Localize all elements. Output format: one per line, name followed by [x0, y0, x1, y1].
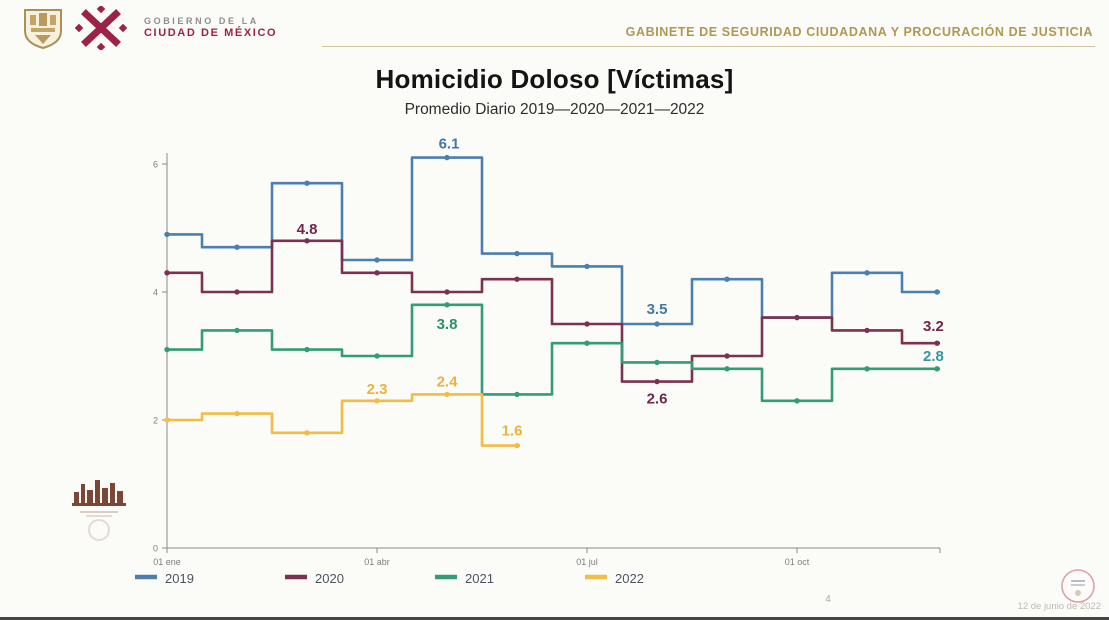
series-line-2019 — [167, 156, 940, 326]
data-point — [304, 430, 310, 436]
x-tick-label: 01 abr — [364, 557, 390, 567]
series-line-2020 — [167, 239, 940, 383]
series-2021 — [164, 302, 940, 404]
city-skyline-watermark-icon — [72, 480, 126, 541]
brand-line1: GOBIERNO DE LA — [144, 15, 259, 26]
data-point — [934, 340, 940, 346]
data-point — [514, 391, 520, 398]
data-point — [164, 270, 170, 276]
legend-label: 2022 — [615, 571, 644, 586]
data-point — [584, 340, 590, 346]
chart-subtitle: Promedio Diario 2019—2020—2021—2022 — [404, 101, 705, 118]
value-label-2022: 2.3 — [367, 381, 388, 398]
legend-label: 2021 — [465, 571, 494, 586]
footer-date: 12 de junio de 2022 — [1017, 601, 1101, 612]
value-label-2019: 6.1 — [439, 136, 460, 153]
legend-item-2022: 2022 — [585, 571, 644, 586]
data-point — [234, 410, 240, 417]
value-label-2020: 4.8 — [297, 221, 318, 238]
value-label-2020: 3.2 — [923, 318, 944, 335]
data-point — [794, 398, 800, 404]
data-point — [794, 314, 800, 321]
legend-label: 2020 — [315, 571, 344, 586]
legend-item-2020: 2020 — [285, 571, 344, 586]
value-label-2022: 2.4 — [437, 373, 459, 390]
data-point — [444, 154, 450, 161]
mexico-city-coat-of-arms-icon — [24, 9, 62, 49]
bottom-edge-bar — [0, 617, 1109, 620]
data-point — [164, 346, 170, 353]
series-line-2021 — [167, 303, 940, 403]
data-point — [374, 257, 380, 263]
data-point — [164, 417, 170, 423]
value-label-2019: 3.5 — [647, 301, 668, 318]
value-label-2021: 3.8 — [437, 316, 458, 333]
value-label-2021: 2.8 — [923, 348, 944, 365]
data-point — [724, 276, 730, 282]
government-brand: GOBIERNO DE LA CIUDAD DE MÉXICO — [144, 16, 277, 41]
series-2019 — [164, 154, 940, 327]
data-point — [374, 353, 380, 359]
x-tick-label: 01 oct — [785, 557, 810, 567]
data-point — [584, 321, 590, 327]
series-2022 — [164, 391, 520, 449]
data-point — [444, 302, 450, 308]
data-point — [444, 391, 450, 398]
data-point — [514, 442, 520, 449]
y-tick-label: 2 — [153, 416, 158, 426]
data-point — [934, 366, 940, 372]
header-left: GOBIERNO DE LA CIUDAD DE MÉXICO — [22, 6, 277, 50]
data-point — [654, 378, 660, 385]
y-tick-label: 4 — [153, 288, 158, 298]
data-point — [934, 289, 940, 295]
data-point — [374, 398, 380, 404]
series-2020 — [164, 238, 940, 385]
x-tick-label: 01 jul — [576, 557, 598, 567]
legend: 2019 2020 2021 2022 — [135, 571, 644, 586]
cdmx-logo-icon — [74, 6, 128, 50]
data-point — [724, 353, 730, 359]
data-point — [514, 250, 520, 257]
y-tick-label: 0 — [153, 544, 158, 554]
data-point — [584, 263, 590, 270]
brand-line2: CIUDAD DE MÉXICO — [144, 26, 278, 39]
data-point — [374, 270, 380, 276]
data-point — [234, 327, 240, 334]
header-divider — [322, 46, 1095, 47]
header-right-title: GABINETE DE SEGURIDAD CIUDADANA Y PROCUR… — [625, 25, 1093, 39]
page-number: 4 — [825, 594, 831, 605]
data-point — [444, 289, 450, 295]
legend-item-2021: 2021 — [435, 571, 494, 586]
data-point — [864, 366, 870, 372]
data-point — [654, 321, 660, 327]
value-label-2022: 1.6 — [502, 423, 523, 440]
data-point — [304, 180, 310, 186]
data-point — [234, 289, 240, 295]
data-point — [304, 238, 310, 244]
data-point — [724, 366, 730, 372]
data-point — [864, 327, 870, 334]
chart-title: Homicidio Doloso [Víctimas] — [375, 64, 734, 94]
data-point — [514, 276, 520, 282]
data-point — [234, 244, 240, 250]
data-point — [164, 231, 170, 238]
value-label-2020: 2.6 — [647, 391, 668, 408]
tick-labels: 0 2 4 6 01 ene 01 abr 01 jul 01 oct — [153, 160, 810, 568]
series-line-2022 — [167, 393, 520, 447]
legend-item-2019: 2019 — [135, 571, 194, 586]
x-tick-label: 01 ene — [153, 557, 181, 567]
y-tick-label: 6 — [153, 160, 158, 170]
stamp-seal-icon — [1061, 569, 1095, 603]
data-point — [864, 270, 870, 276]
data-point — [654, 359, 660, 366]
data-point — [304, 346, 310, 353]
legend-label: 2019 — [165, 571, 194, 586]
value-labels: 6.1 3.5 4.8 2.6 3.2 3.8 2.8 2.3 2.4 1.6 — [297, 136, 944, 440]
